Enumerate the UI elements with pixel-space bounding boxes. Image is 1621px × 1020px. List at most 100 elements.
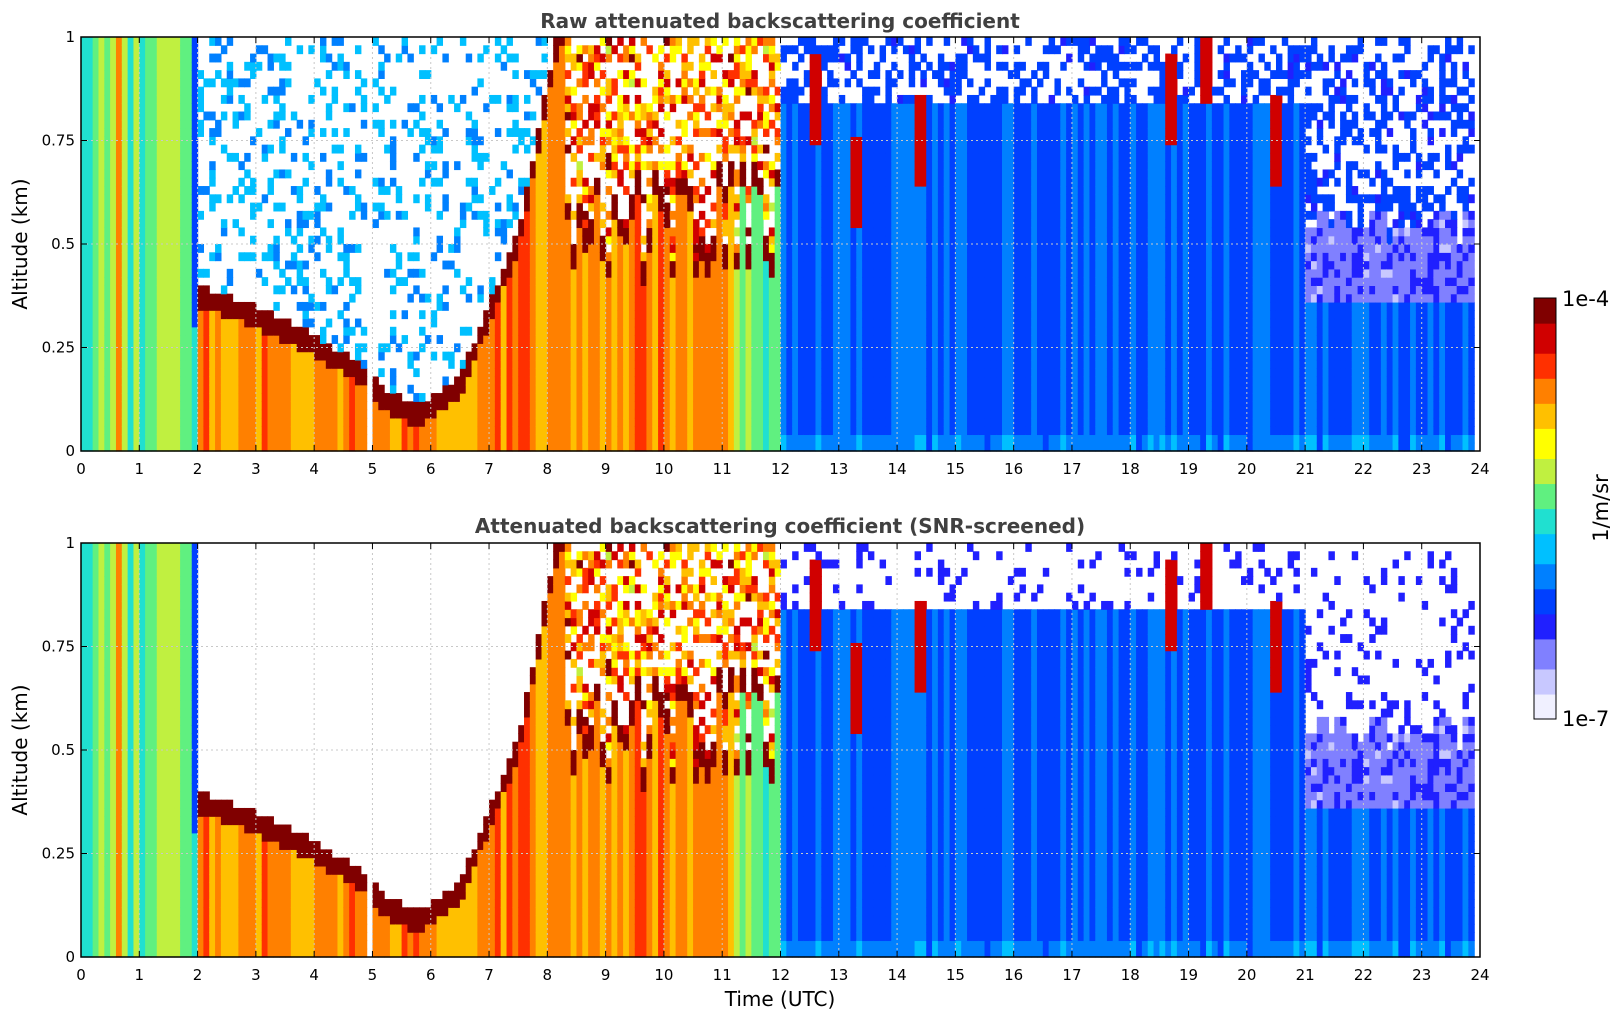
heatmap-cell <box>384 393 390 402</box>
heatmap-cell <box>553 178 559 187</box>
heatmap-cell <box>699 103 705 112</box>
heatmap-cell <box>740 45 746 54</box>
heatmap-cell <box>495 310 501 319</box>
heatmap-cell <box>489 385 495 394</box>
heatmap-cell <box>460 426 466 435</box>
heatmap-cell <box>98 261 104 270</box>
heatmap-cell <box>215 376 221 385</box>
heatmap-cell <box>437 236 443 245</box>
heatmap-cell <box>81 62 87 71</box>
heatmap-cell <box>798 186 804 195</box>
heatmap-cell <box>460 211 466 220</box>
heatmap-cell <box>868 285 874 294</box>
heatmap-cell <box>652 252 658 261</box>
heatmap-cell <box>757 236 763 245</box>
heatmap-cell <box>104 360 110 369</box>
heatmap-cell <box>198 335 204 344</box>
heatmap-cell <box>705 186 711 195</box>
heatmap-cell <box>547 186 553 195</box>
heatmap-cell <box>495 37 501 46</box>
heatmap-cell <box>98 120 104 129</box>
heatmap-cell <box>186 385 192 394</box>
heatmap-cell <box>781 227 787 236</box>
heatmap-cell <box>571 426 577 435</box>
heatmap-cell <box>571 269 577 278</box>
heatmap-cell <box>740 203 746 212</box>
heatmap-cell <box>361 410 367 419</box>
heatmap-cell <box>559 62 565 71</box>
heatmap-cell <box>862 186 868 195</box>
heatmap-cell <box>454 426 460 435</box>
heatmap-cell <box>489 319 495 328</box>
heatmap-cell <box>139 302 145 311</box>
heatmap-cell <box>862 103 868 112</box>
heatmap-cell <box>681 434 687 443</box>
heatmap-cell <box>419 418 425 427</box>
heatmap-cell <box>273 393 279 402</box>
heatmap-cell <box>862 294 868 303</box>
heatmap-cell <box>198 410 204 419</box>
heatmap-cell <box>256 393 262 402</box>
heatmap-cell <box>273 434 279 443</box>
heatmap-cell <box>553 352 559 361</box>
heatmap-cell <box>740 145 746 154</box>
heatmap-cell <box>565 219 571 228</box>
heatmap-cell <box>681 128 687 137</box>
heatmap-cell <box>477 434 483 443</box>
heatmap-cell <box>501 401 507 410</box>
heatmap-cell <box>617 178 623 187</box>
heatmap-cell <box>815 418 821 427</box>
heatmap-cell <box>588 401 594 410</box>
heatmap-cell <box>740 302 746 311</box>
heatmap-cell <box>850 128 856 137</box>
heatmap-cell <box>407 426 413 435</box>
heatmap-cell <box>291 261 297 270</box>
heatmap-cell <box>646 227 652 236</box>
heatmap-cell <box>664 310 670 319</box>
heatmap-cell <box>676 376 682 385</box>
heatmap-cell <box>524 426 530 435</box>
heatmap-cell <box>81 145 87 154</box>
heatmap-cell <box>792 393 798 402</box>
heatmap-cell <box>122 285 128 294</box>
heatmap-cell <box>769 360 775 369</box>
heatmap-cell <box>87 261 93 270</box>
heatmap-cell <box>116 352 122 361</box>
heatmap-cell <box>565 45 571 54</box>
heatmap-cell <box>507 252 513 261</box>
heatmap-cell <box>751 203 757 212</box>
heatmap-cell <box>227 393 233 402</box>
heatmap-cell <box>880 285 886 294</box>
heatmap-cell <box>594 277 600 286</box>
heatmap-cell <box>839 161 845 170</box>
heatmap-cell <box>553 70 559 79</box>
heatmap-cell <box>285 401 291 410</box>
heatmap-cell <box>565 418 571 427</box>
heatmap-cell <box>303 360 309 369</box>
heatmap-cell <box>868 277 874 286</box>
heatmap-cell <box>442 385 448 394</box>
heatmap-cell <box>524 376 530 385</box>
heatmap-cell <box>98 418 104 427</box>
heatmap-cell <box>518 310 524 319</box>
heatmap-cell <box>559 277 565 286</box>
heatmap-cell <box>238 385 244 394</box>
heatmap-cell <box>582 294 588 303</box>
heatmap-cell <box>407 128 413 137</box>
heatmap-cell <box>821 54 827 63</box>
heatmap-cell <box>372 376 378 385</box>
heatmap-cell <box>472 360 478 369</box>
heatmap-cell <box>174 244 180 253</box>
heatmap-cell <box>670 37 676 46</box>
heatmap-cell <box>769 169 775 178</box>
heatmap-cell <box>145 319 151 328</box>
heatmap-cell <box>355 368 361 377</box>
heatmap-cell <box>285 62 291 71</box>
heatmap-cell <box>606 335 612 344</box>
heatmap-cell <box>81 87 87 96</box>
heatmap-cell <box>559 401 565 410</box>
heatmap-cell <box>617 227 623 236</box>
heatmap-cell <box>594 302 600 311</box>
heatmap-cell <box>664 95 670 104</box>
heatmap-cell <box>740 62 746 71</box>
